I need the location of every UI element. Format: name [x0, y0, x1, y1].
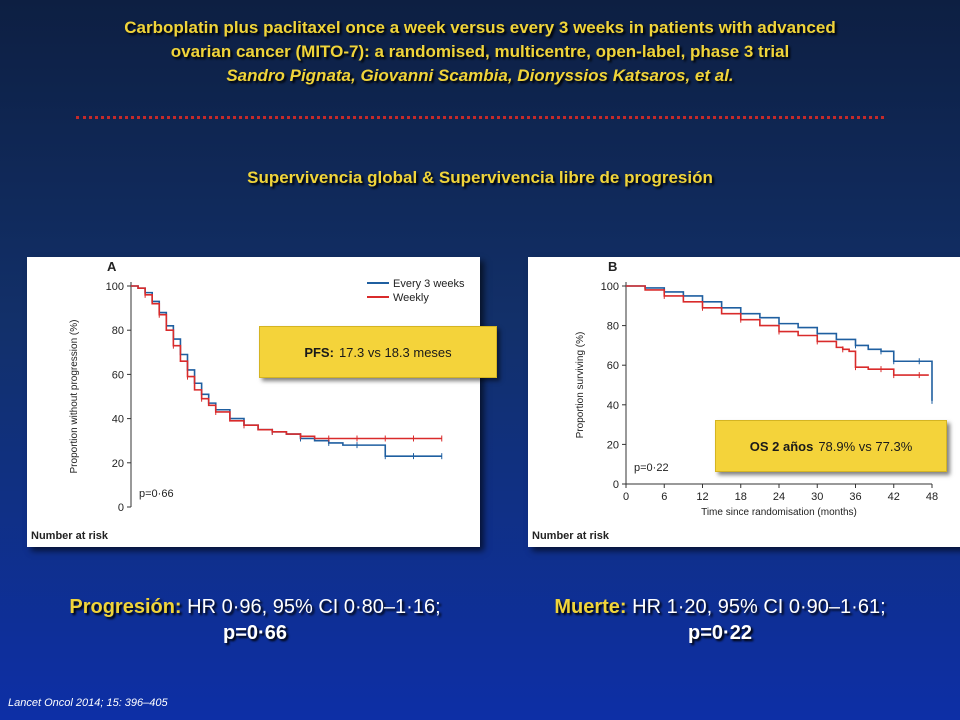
series-line-every-3-weeks — [131, 285, 442, 457]
y-tick-label: 80 — [607, 321, 619, 333]
y-tick-label: 80 — [112, 325, 124, 337]
x-tick-label: 18 — [735, 491, 747, 503]
death-text: HR 1·20, 95% CI 0·90–1·61; — [632, 596, 886, 618]
title-line-2: ovarian cancer (MITO-7): a randomised, m… — [170, 42, 790, 61]
y-axis-label: Proportion without progression (%) — [69, 320, 80, 474]
os-callout-label: OS 2 años — [749, 438, 814, 454]
pfs-callout: PFS: 17.3 vs 18.3 meses — [259, 326, 497, 378]
y-tick-label: 20 — [607, 439, 619, 451]
y-tick-label: 60 — [112, 369, 124, 381]
progression-p-value: p=0·66 — [223, 622, 287, 644]
pfs-chart: A 0 20 40 60 80 100 Proportion without progress… — [31, 259, 465, 542]
legend-label: Every 3 weeks — [393, 278, 465, 290]
x-tick-label: 42 — [888, 491, 900, 503]
x-tick-label: 24 — [773, 491, 785, 503]
y-tick-label: 60 — [607, 360, 619, 372]
progression-text: HR 0·96, 95% CI 0·80–1·16; — [187, 596, 441, 618]
progression-label: Progresión: — [69, 596, 182, 618]
y-tick-label: 40 — [112, 414, 124, 426]
number-at-risk-label: Number at risk — [31, 530, 109, 542]
series-line-weekly — [626, 285, 929, 376]
number-at-risk-label: Number at risk — [532, 530, 610, 542]
x-tick-label: 6 — [661, 491, 667, 503]
p-value-label: p=0·22 — [634, 462, 669, 474]
x-tick-label: 36 — [849, 491, 861, 503]
y-tick-label: 100 — [601, 281, 619, 293]
x-tick-label: 12 — [696, 491, 708, 503]
authors: Sandro Pignata, Giovanni Scambia, Dionys… — [226, 66, 734, 85]
pfs-callout-value: 17.3 vs 18.3 meses — [338, 344, 452, 360]
series-line-every-3-weeks — [626, 285, 933, 401]
y-tick-label: 100 — [106, 281, 124, 293]
death-label: Muerte: — [554, 596, 627, 618]
x-tick-label: 0 — [623, 491, 629, 503]
os-chart: B 0 20 40 60 80 100 0 6 12 18 24 30 36 42 48 Proportion … — [532, 259, 938, 542]
y-tick-label: 20 — [112, 458, 124, 470]
citation: Lancet Oncol 2014; 15: 396–405 — [8, 697, 168, 709]
legend-label: Weekly — [393, 292, 429, 304]
y-axis-label: Proportion surviving (%) — [575, 332, 586, 439]
os-callout-value: 78.9% vs 77.3% — [818, 438, 913, 454]
os-callout: OS 2 años 78.9% vs 77.3% — [715, 420, 947, 472]
death-p-value: p=0·22 — [688, 622, 752, 644]
x-tick-label: 48 — [926, 491, 938, 503]
slide-title: Carboplatin plus paclitaxel once a week … — [0, 16, 960, 88]
title-line-1: Carboplatin plus paclitaxel once a week … — [124, 18, 836, 37]
pfs-chart-panel: A 0 20 40 60 80 100 Proportion without progress… — [27, 257, 480, 547]
slide-subtitle: Supervivencia global & Supervivencia lib… — [247, 168, 713, 187]
dotted-divider — [76, 116, 884, 119]
p-value-label: p=0·66 — [139, 488, 174, 500]
pfs-callout-label: PFS: — [304, 344, 334, 360]
x-tick-label: 30 — [811, 491, 823, 503]
x-axis-label: Time since randomisation (months) — [701, 507, 857, 518]
death-result: Muerte: HR 1·20, 95% CI 0·90–1·61; p=0·2… — [500, 594, 940, 646]
panel-letter-B: B — [608, 259, 617, 274]
y-tick-label: 40 — [607, 400, 619, 412]
progression-result: Progresión: HR 0·96, 95% CI 0·80–1·16; p… — [20, 594, 490, 646]
y-tick-label: 0 — [613, 479, 619, 491]
os-chart-panel: B 0 20 40 60 80 100 0 6 12 18 24 30 36 42 48 Proportion … — [528, 257, 960, 547]
y-tick-label: 0 — [118, 502, 124, 514]
panel-letter-A: A — [107, 259, 117, 274]
